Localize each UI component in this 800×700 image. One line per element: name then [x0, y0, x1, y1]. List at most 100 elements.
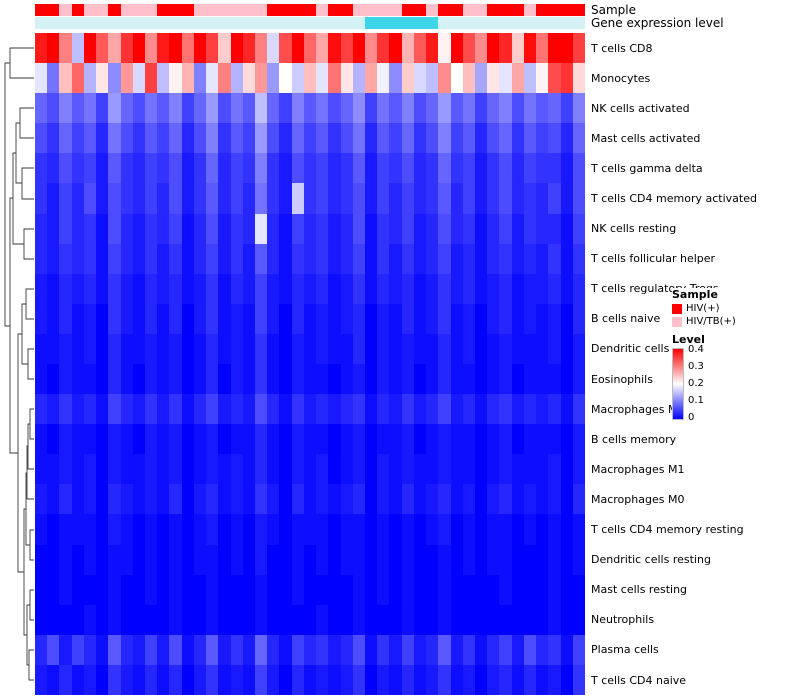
heatmap-cell — [340, 303, 353, 334]
heatmap-cell — [377, 63, 390, 94]
row-label: Neutrophils — [591, 613, 655, 627]
heatmap-cell — [120, 33, 133, 64]
heatmap-cell — [560, 213, 573, 244]
sample-annotation-cell — [316, 4, 329, 16]
level-tick-label: 0.3 — [688, 361, 704, 372]
heatmap-cell — [230, 123, 243, 154]
heatmap-cell — [35, 454, 48, 485]
heatmap-cell — [83, 93, 97, 124]
heatmap-cell — [218, 604, 231, 635]
heatmap-cell — [242, 604, 255, 635]
sample-annotation-cell — [401, 4, 414, 16]
heatmap-cell — [242, 33, 255, 64]
heatmap-cell — [193, 33, 207, 64]
sample-annotation-cell — [572, 4, 585, 16]
heatmap-cell — [96, 273, 109, 304]
heatmap-cell — [230, 33, 243, 64]
heatmap-cell — [157, 333, 170, 364]
heatmap-cell — [328, 273, 341, 304]
heatmap-cell — [291, 273, 304, 304]
heatmap-cell — [316, 484, 329, 515]
heatmap-cell — [377, 153, 390, 184]
heatmap-cell — [377, 544, 390, 575]
sample-annotation-cell — [108, 4, 121, 16]
heatmap-cell — [267, 93, 280, 124]
heatmap-cell — [169, 213, 182, 244]
heatmap-cell — [475, 364, 488, 395]
heatmap-cell — [267, 33, 280, 64]
heatmap-cell — [83, 454, 97, 485]
heatmap-cell — [413, 664, 427, 695]
heatmap-cell — [120, 424, 133, 455]
heatmap-cell — [523, 93, 537, 124]
heatmap-cell — [71, 153, 84, 184]
heatmap-cell — [59, 33, 72, 64]
heatmap-cell — [389, 303, 402, 334]
heatmap-cell — [316, 514, 329, 545]
heatmap-cell — [120, 273, 133, 304]
heatmap-cell — [401, 604, 414, 635]
heatmap-cell — [206, 153, 219, 184]
heatmap-cell — [462, 364, 475, 395]
heatmap-cell — [169, 604, 182, 635]
heatmap-cell — [181, 213, 194, 244]
heatmap-cell — [120, 574, 133, 605]
heatmap-cell — [316, 153, 329, 184]
heatmap-cell — [71, 333, 84, 364]
heatmap-cell — [536, 243, 549, 274]
heatmap-cell — [145, 544, 158, 575]
heatmap-cell — [462, 123, 475, 154]
heatmap-cell — [132, 394, 145, 425]
heatmap-cell — [548, 454, 561, 485]
heatmap-cell — [279, 364, 292, 395]
legend-swatch — [672, 316, 682, 327]
heatmap-cell — [377, 484, 390, 515]
heatmap-cell — [145, 424, 158, 455]
heatmap-cell — [328, 213, 341, 244]
heatmap-cell — [377, 93, 390, 124]
heatmap-cell — [145, 33, 158, 64]
sample-annotation-cell — [352, 4, 365, 16]
heatmap-cell — [255, 514, 268, 545]
heatmap-cell — [499, 93, 512, 124]
heatmap-cell — [83, 273, 97, 304]
heatmap-cell — [59, 243, 72, 274]
heatmap-cell — [462, 273, 475, 304]
heatmap-cell — [389, 394, 402, 425]
heatmap-cell — [450, 93, 463, 124]
heatmap-cell — [316, 424, 329, 455]
expression-annotation-cell — [462, 17, 475, 29]
heatmap-cell — [132, 153, 145, 184]
row-label: T cells CD4 memory activated — [591, 192, 757, 206]
heatmap-cell — [523, 394, 537, 425]
heatmap-cell — [47, 303, 60, 334]
row-label: Macrophages M1 — [591, 462, 685, 476]
heatmap-cell — [71, 394, 84, 425]
heatmap-cell — [340, 273, 353, 304]
heatmap-cell — [83, 33, 97, 64]
heatmap-cell — [572, 574, 585, 605]
sample-annotation-cell — [59, 4, 72, 16]
heatmap-cell — [316, 574, 329, 605]
heatmap-cell — [523, 634, 537, 665]
sample-legend-items: HIV(+) HIV/TB(+) — [672, 303, 798, 327]
heatmap-cell — [267, 243, 280, 274]
expression-annotation-cell — [206, 17, 219, 29]
heatmap-cell — [487, 544, 500, 575]
heatmap-cell — [255, 454, 268, 485]
heatmap-cell — [230, 424, 243, 455]
sample-legend-item: HIV/TB(+) — [672, 316, 798, 327]
heatmap-cell — [401, 514, 414, 545]
heatmap-cell — [157, 213, 170, 244]
heatmap-cell — [340, 364, 353, 395]
heatmap-cell — [169, 574, 182, 605]
heatmap-cell — [536, 153, 549, 184]
heatmap-cell — [438, 33, 451, 64]
heatmap-cell — [71, 303, 84, 334]
heatmap-cell — [523, 574, 537, 605]
heatmap-cell — [511, 33, 524, 64]
heatmap-cell — [487, 273, 500, 304]
row-label: NK cells activated — [591, 101, 690, 115]
heatmap-cell — [206, 243, 219, 274]
heatmap-cell — [316, 604, 329, 635]
